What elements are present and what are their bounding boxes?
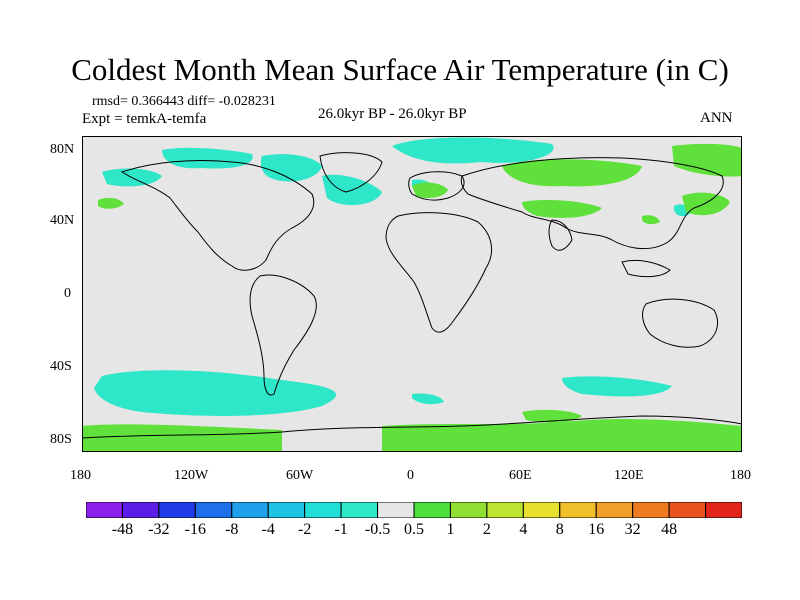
- colorbar-swatches: [85, 501, 743, 519]
- x-tick-0: 0: [407, 468, 414, 483]
- colorbar-swatch: [85, 501, 123, 519]
- period-label: 26.0kyr BP - 26.0kyr BP: [318, 106, 467, 122]
- x-tick-120w: 120W: [174, 468, 209, 483]
- colorbar-swatch: [158, 501, 196, 519]
- y-tick-0: 0: [64, 286, 71, 301]
- colorbar-label: 16: [588, 521, 605, 538]
- colorbar-swatch: [449, 501, 488, 519]
- colorbar-label: 48: [661, 521, 678, 538]
- colorbar-label: 8: [555, 521, 564, 538]
- green-anomaly-patches: [82, 143, 742, 452]
- y-tick-80s: 80S: [50, 432, 72, 447]
- colorbar-label: 1: [446, 521, 455, 538]
- y-tick-40s: 40S: [50, 359, 72, 374]
- world-map: [82, 136, 742, 452]
- colorbar-swatch: [231, 501, 269, 519]
- map-frame: [82, 136, 742, 452]
- y-tick-40n: 40N: [50, 213, 75, 228]
- colorbar-swatch: [705, 501, 743, 519]
- colorbar-label: 32: [624, 521, 641, 538]
- colorbar-swatch: [121, 501, 160, 519]
- season-label: ANN: [700, 110, 733, 126]
- colorbar-label: -2: [297, 521, 312, 538]
- colorbar-label: -4: [261, 521, 275, 538]
- colorbar-swatch: [340, 501, 379, 519]
- x-tick-60w: 60W: [286, 468, 314, 483]
- x-tick-180e: 180: [730, 468, 751, 483]
- map-title: Coldest Month Mean Surface Air Temperatu…: [71, 52, 729, 87]
- colorbar-label: 0.5: [404, 521, 424, 538]
- y-tick-80n: 80N: [50, 142, 75, 157]
- colorbar-swatch: [304, 501, 342, 519]
- colorbar-swatch: [632, 501, 670, 519]
- colorbar-swatch: [413, 501, 451, 519]
- x-tick-180w: 180: [70, 468, 91, 483]
- x-tick-120e: 120E: [614, 468, 644, 483]
- colorbar: [85, 501, 743, 523]
- colorbar-swatch: [668, 501, 707, 519]
- colorbar-label: 4: [519, 521, 528, 538]
- colorbar-label: -0.5: [364, 521, 391, 538]
- colorbar-label: -16: [184, 521, 206, 538]
- experiment-label: Expt = temkA-temfa: [82, 111, 207, 127]
- colorbar-swatch: [377, 501, 415, 519]
- colorbar-label: -32: [148, 521, 170, 538]
- colorbar-swatch: [194, 501, 233, 519]
- coastlines: [82, 152, 742, 439]
- x-tick-60e: 60E: [509, 468, 532, 483]
- colorbar-label: -48: [111, 521, 134, 538]
- colorbar-label: -1: [334, 521, 348, 538]
- colorbar-swatch: [486, 501, 524, 519]
- colorbar-swatch: [595, 501, 634, 519]
- colorbar-swatch: [267, 501, 306, 519]
- colorbar-swatch: [522, 501, 561, 519]
- colorbar-swatch: [559, 501, 597, 519]
- colorbar-label: -8: [225, 521, 239, 538]
- stats-label: rmsd= 0.366443 diff= -0.028231: [92, 94, 276, 109]
- colorbar-label: 2: [482, 521, 491, 538]
